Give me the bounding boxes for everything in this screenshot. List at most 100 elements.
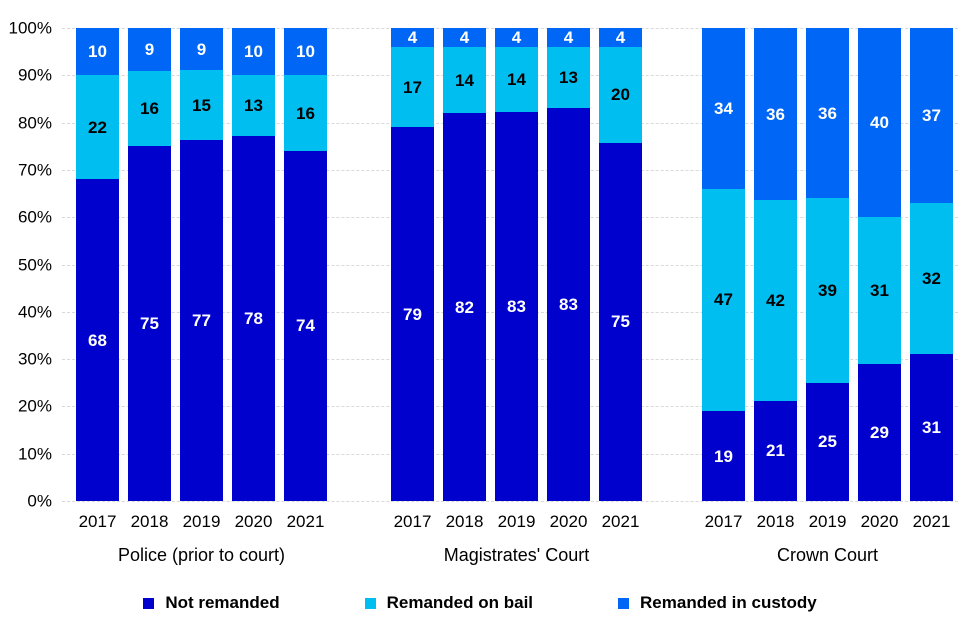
- bar-segment: 20: [599, 47, 642, 143]
- y-tick-label: 60%: [17, 207, 52, 227]
- y-axis: 100% 90% 80% 70% 60% 50% 40% 30% 20% 10% 0%: [0, 20, 52, 510]
- bar-value-label: 20: [611, 85, 630, 105]
- stacked-bar: 4 20 75: [599, 28, 642, 501]
- bar-value-label: 39: [818, 281, 837, 301]
- bar-segment: 37: [910, 28, 953, 204]
- bar-value-label: 10: [244, 41, 263, 61]
- x-axis-year-label: 2021: [286, 512, 325, 531]
- bar-segment: 22: [76, 75, 119, 180]
- bar-segment: 34: [702, 28, 745, 189]
- bar-value-label: 31: [870, 281, 889, 301]
- x-axis-year-label: 2019: [808, 512, 847, 531]
- bar-value-label: 10: [88, 42, 107, 62]
- bar-segment: 36: [806, 28, 849, 199]
- stacked-bar: 40 31 29: [858, 28, 901, 501]
- bar-segment: 10: [232, 28, 275, 75]
- bar-value-label: 74: [296, 316, 315, 336]
- bar-value-label: 29: [870, 422, 889, 442]
- bar-segment: 10: [76, 28, 119, 76]
- bar-value-label: 14: [507, 70, 526, 90]
- y-tick-label: 40%: [17, 302, 52, 322]
- stacked-bar: 4 13 83: [547, 28, 590, 501]
- plot-area: 10 22 68 2017 9 16 75 2018 9 15 77 2019 10 13 78 2020 10…: [62, 28, 958, 565]
- y-tick-label: 10%: [17, 444, 52, 464]
- stacked-bar: 10 13 78: [232, 28, 275, 501]
- legend-swatch-icon: [618, 597, 630, 609]
- bar-value-label: 68: [88, 330, 107, 350]
- legend: Not remanded Remanded on bail Remanded in …: [0, 593, 960, 613]
- y-tick-label: 30%: [17, 349, 52, 369]
- bar-segment: 10: [284, 28, 327, 76]
- bar-value-label: 4: [511, 27, 522, 47]
- bar-value-label: 83: [559, 295, 578, 315]
- bar-value-label: 4: [459, 27, 470, 47]
- legend-label: Remanded in custody: [640, 593, 817, 612]
- x-axis-year-label: 2021: [601, 512, 640, 531]
- group-label: Police (prior to court): [117, 545, 286, 565]
- x-axis-year-label: 2017: [704, 512, 743, 531]
- bar-segment: 68: [76, 179, 119, 501]
- bar-value-label: 15: [192, 95, 211, 115]
- stacked-bar: 4 17 79: [391, 28, 434, 501]
- y-tick-label: 90%: [17, 65, 52, 85]
- bar-segment: 31: [910, 354, 953, 501]
- bar-segment: 4: [599, 28, 642, 48]
- x-axis-year-label: 2020: [860, 512, 899, 531]
- bar-value-label: 9: [196, 39, 207, 59]
- stacked-bar: 4 14 82: [443, 28, 486, 501]
- x-axis-year-label: 2019: [182, 512, 221, 531]
- bar-value-label: 9: [144, 39, 155, 59]
- bar-value-label: 4: [615, 28, 626, 48]
- y-tick-label: 70%: [17, 160, 52, 180]
- bar-segment: 36: [754, 28, 797, 200]
- group-label: Crown Court: [776, 545, 879, 565]
- bar-segment: 42: [754, 200, 797, 401]
- stacked-bar: 10 16 74: [284, 28, 327, 501]
- bar-segment: 82: [443, 113, 486, 501]
- bar-segment: 83: [495, 112, 538, 501]
- bar-value-label: 40: [870, 113, 889, 133]
- bar-segment: 14: [443, 46, 486, 114]
- bar-segment: 4: [495, 28, 538, 47]
- bar-segment: 17: [391, 46, 434, 128]
- bar-segment: 25: [806, 382, 849, 501]
- stacked-bar: 9 15 77: [180, 28, 223, 502]
- bar-segment: 9: [128, 28, 171, 71]
- bar-value-label: 10: [296, 42, 315, 62]
- bar-segment: 29: [858, 363, 901, 501]
- legend-label: Remanded on bail: [386, 593, 534, 612]
- bar-value-label: 42: [766, 290, 785, 310]
- stacked-bar: 34 47 19: [702, 28, 745, 501]
- y-tick-label: 50%: [17, 255, 52, 274]
- bar-value-label: 16: [140, 98, 159, 118]
- bar-value-label: 25: [818, 432, 837, 452]
- legend-item: Remanded on bail: [364, 593, 534, 613]
- legend-item: Remanded in custody: [618, 593, 817, 613]
- bar-value-label: 34: [714, 98, 733, 118]
- bar-value-label: 31: [922, 418, 941, 438]
- bar-value-label: 21: [766, 441, 785, 461]
- bar-segment: 4: [547, 28, 590, 47]
- y-tick-label: 0%: [27, 491, 52, 511]
- bar-segment: 79: [391, 127, 434, 501]
- bar-segment: 39: [806, 198, 849, 383]
- bar-segment: 13: [232, 74, 275, 136]
- x-axis-year-label: 2017: [393, 512, 432, 531]
- bar-value-label: 4: [563, 27, 574, 47]
- x-axis-year-label: 2021: [912, 512, 951, 531]
- bar-segment: 9: [180, 28, 223, 71]
- bar-value-label: 19: [714, 446, 733, 466]
- bar-segment: 16: [284, 75, 327, 151]
- gridline: [62, 501, 958, 502]
- stacked-bar: 36 42 21: [754, 28, 797, 501]
- bar-segment: 16: [128, 70, 171, 147]
- bar-segment: 31: [858, 217, 901, 364]
- bar-value-label: 77: [192, 311, 211, 331]
- bar-value-label: 22: [88, 117, 107, 137]
- x-axis-year-label: 2020: [549, 512, 588, 531]
- bar-value-label: 14: [455, 70, 474, 90]
- bar-segment: 4: [391, 28, 434, 47]
- bar-value-label: 47: [714, 290, 733, 310]
- stacked-bar: 10 22 68: [76, 28, 119, 501]
- bar-segment: 21: [754, 400, 797, 501]
